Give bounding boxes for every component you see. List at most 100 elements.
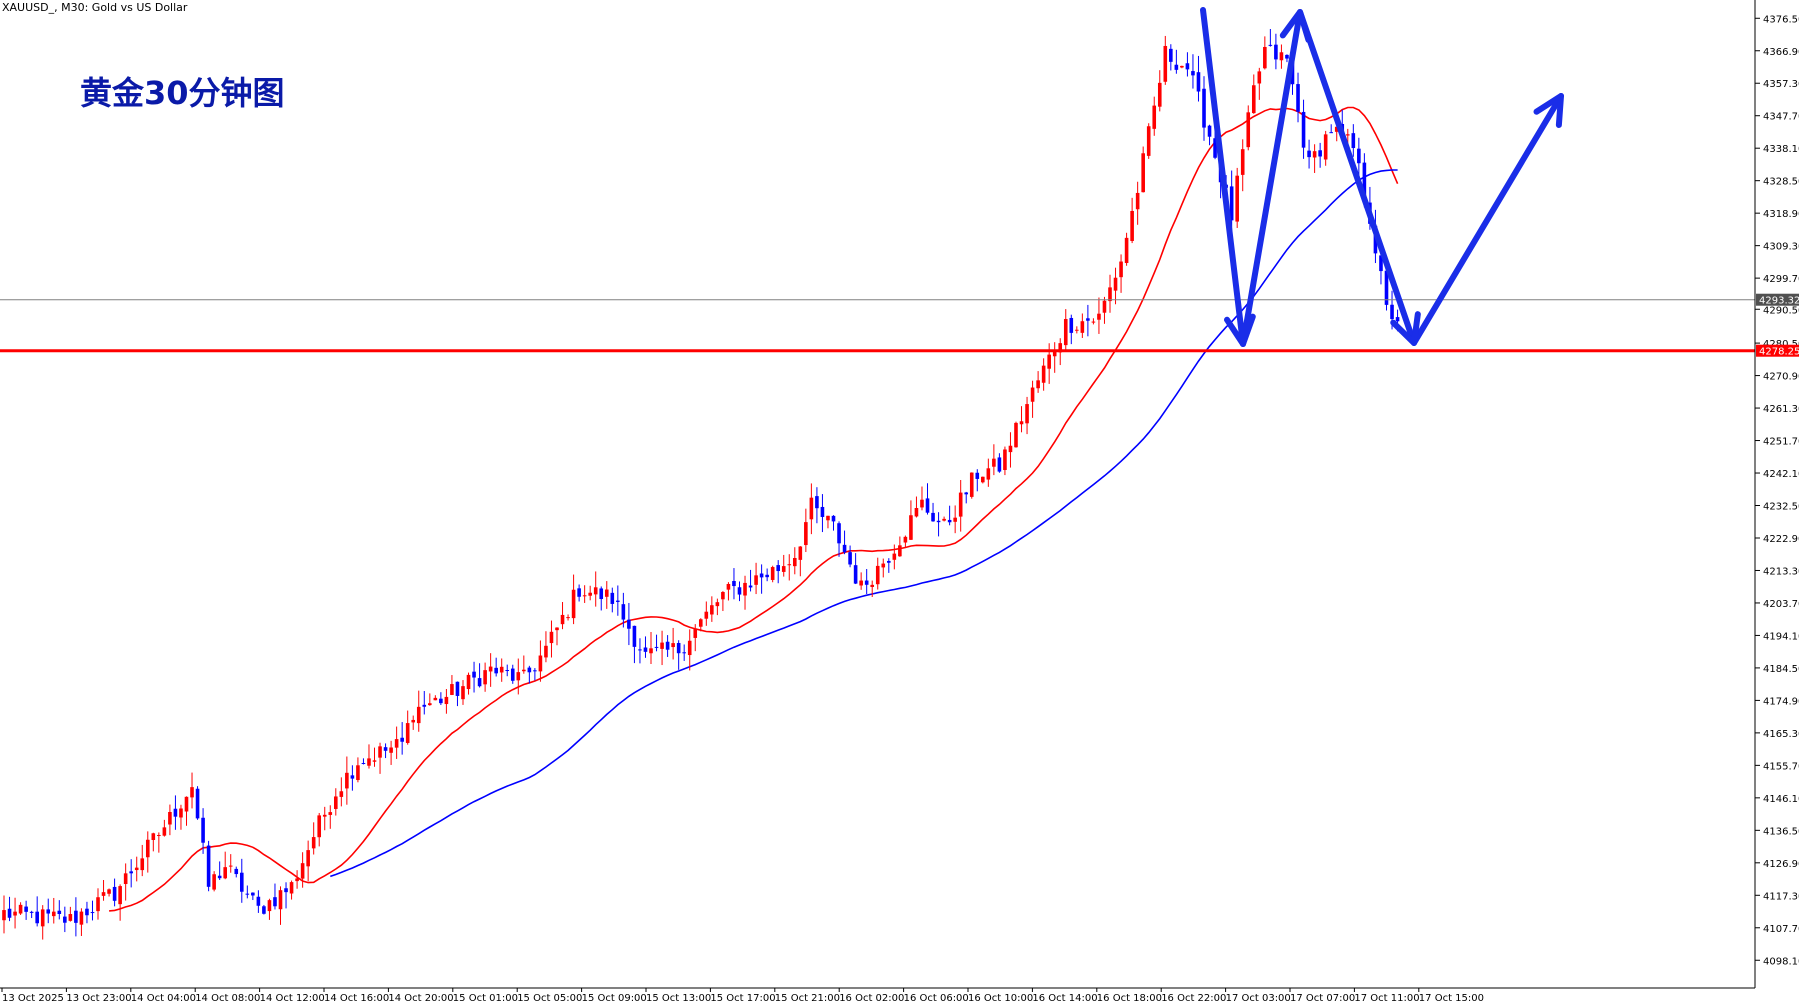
candle-body (1135, 192, 1140, 210)
candle (118, 884, 122, 921)
candle (101, 880, 106, 901)
candle-body (809, 497, 814, 520)
candle-body (345, 772, 349, 789)
x-tick-label: 15 Oct 17:00 (710, 993, 775, 1004)
candle (129, 859, 133, 888)
candle (74, 897, 78, 937)
candle-body (273, 897, 277, 907)
candle-body (223, 867, 227, 879)
candle (1268, 28, 1273, 47)
candle (616, 585, 620, 616)
candle-body (483, 670, 487, 685)
candle-body (245, 893, 250, 895)
candle-body (1041, 365, 1046, 383)
candle (389, 740, 393, 765)
candle-body (737, 587, 742, 595)
candle (870, 580, 875, 597)
candle-body (74, 910, 78, 923)
candle-body (499, 666, 504, 673)
candle-body (538, 655, 543, 672)
x-tick-label: 14 Oct 08:00 (195, 993, 260, 1004)
candle-body (660, 642, 664, 649)
candle-body (776, 565, 780, 572)
candle (975, 469, 980, 492)
candle (1152, 96, 1157, 136)
candle-body (1379, 255, 1383, 272)
candle-body (234, 868, 239, 875)
candle (1307, 139, 1311, 169)
candle (593, 571, 598, 607)
candle (1257, 67, 1262, 100)
y-tick-label: 4270.90 (1763, 372, 1799, 383)
candle (992, 444, 996, 476)
candle-body (18, 904, 23, 914)
candle-body (516, 672, 521, 681)
y-tick-label: 4328.50 (1763, 177, 1799, 188)
candle (1130, 197, 1134, 244)
candle-body (46, 909, 51, 914)
candle (654, 634, 659, 652)
candle (1169, 44, 1173, 71)
x-tick-label: 15 Oct 05:00 (517, 993, 582, 1004)
candle-body (444, 696, 449, 705)
candle (162, 819, 167, 837)
candle (1030, 380, 1035, 418)
candle-body (986, 468, 991, 480)
candle (1191, 54, 1195, 89)
candle (549, 620, 554, 658)
candle (51, 897, 56, 924)
candle-body (621, 604, 626, 620)
candle (1235, 167, 1239, 228)
candle (914, 496, 919, 518)
candle-body (1235, 175, 1239, 222)
candle-body (356, 765, 360, 781)
candle (13, 897, 17, 929)
candle-body (1080, 321, 1085, 333)
candle-body (1268, 44, 1273, 46)
candle (831, 515, 836, 531)
candle (676, 640, 681, 670)
candle-body (726, 583, 731, 590)
candle (643, 636, 648, 658)
arrow-head-down-2 (1390, 311, 1421, 346)
candle (499, 658, 504, 682)
candle (649, 632, 653, 665)
candle-body (1014, 422, 1018, 448)
candle (361, 758, 366, 765)
candle (577, 584, 581, 602)
candle-body (101, 892, 106, 896)
candle (1069, 314, 1074, 345)
x-tick-label: 17 Oct 11:00 (1354, 993, 1419, 1004)
candle (300, 852, 305, 888)
x-tick-label: 15 Oct 21:00 (775, 993, 840, 1004)
candle-body (914, 508, 919, 517)
candle (1285, 54, 1289, 63)
candle (1174, 49, 1179, 74)
candle-body (903, 536, 908, 543)
candle-body (887, 560, 891, 563)
candle-body (1351, 133, 1356, 149)
y-tick-label: 4107.70 (1763, 924, 1799, 935)
candle (190, 772, 194, 809)
candle-body (289, 882, 294, 894)
candle-body (1191, 71, 1195, 76)
candle-body (710, 605, 714, 615)
candle-body (134, 867, 139, 871)
candle-body (1240, 149, 1245, 175)
candle-body (599, 588, 604, 600)
candle-body (96, 897, 100, 912)
candle-body (693, 628, 698, 638)
x-tick-label: 14 Oct 12:00 (260, 993, 325, 1004)
candle-body (566, 617, 570, 619)
candle (262, 904, 266, 915)
candle-body (671, 643, 675, 648)
candle-body (1019, 421, 1024, 425)
candle-body (975, 472, 980, 479)
candle (1080, 313, 1085, 338)
candle-body (35, 911, 39, 924)
candle (1108, 274, 1112, 313)
candle (1240, 139, 1245, 192)
candle-body (90, 912, 95, 914)
candle-body (118, 886, 122, 905)
